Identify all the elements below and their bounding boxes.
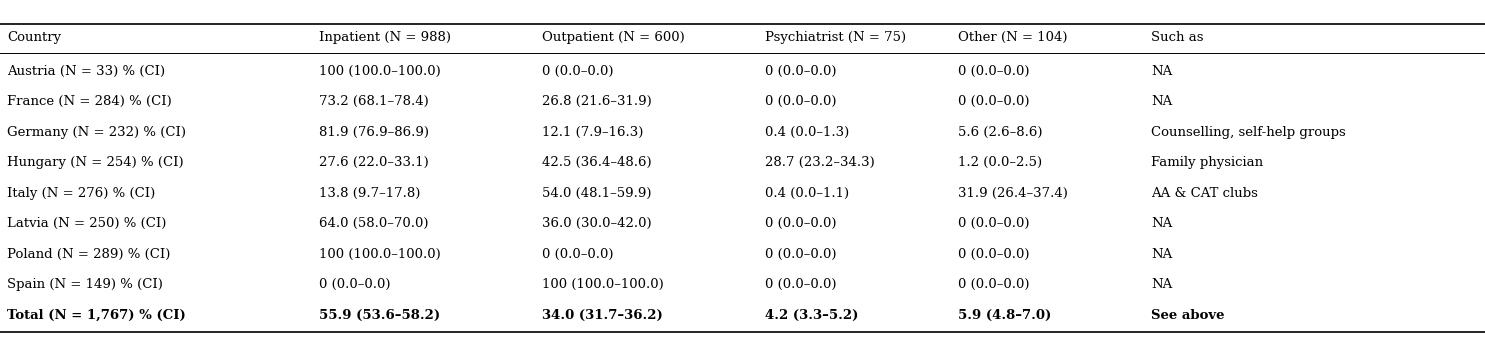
Text: Such as: Such as: [1151, 31, 1203, 44]
Text: NA: NA: [1151, 278, 1172, 291]
Text: 0 (0.0–0.0): 0 (0.0–0.0): [319, 278, 391, 291]
Text: 0 (0.0–0.0): 0 (0.0–0.0): [958, 247, 1029, 261]
Text: 27.6 (22.0–33.1): 27.6 (22.0–33.1): [319, 156, 429, 169]
Text: AA & CAT clubs: AA & CAT clubs: [1151, 186, 1258, 200]
Text: 26.8 (21.6–31.9): 26.8 (21.6–31.9): [542, 95, 652, 108]
Text: Poland (N = 289) % (CI): Poland (N = 289) % (CI): [7, 247, 171, 261]
Text: See above: See above: [1151, 308, 1224, 322]
Text: 31.9 (26.4–37.4): 31.9 (26.4–37.4): [958, 186, 1068, 200]
Text: 0 (0.0–0.0): 0 (0.0–0.0): [542, 247, 613, 261]
Text: 4.2 (3.3–5.2): 4.2 (3.3–5.2): [765, 308, 858, 322]
Text: 64.0 (58.0–70.0): 64.0 (58.0–70.0): [319, 217, 429, 230]
Text: Austria (N = 33) % (CI): Austria (N = 33) % (CI): [7, 64, 165, 78]
Text: 1.2 (0.0–2.5): 1.2 (0.0–2.5): [958, 156, 1042, 169]
Text: 12.1 (7.9–16.3): 12.1 (7.9–16.3): [542, 125, 643, 139]
Text: Latvia (N = 250) % (CI): Latvia (N = 250) % (CI): [7, 217, 166, 230]
Text: 0 (0.0–0.0): 0 (0.0–0.0): [765, 247, 836, 261]
Text: 0 (0.0–0.0): 0 (0.0–0.0): [958, 64, 1029, 78]
Text: 73.2 (68.1–78.4): 73.2 (68.1–78.4): [319, 95, 429, 108]
Text: 0 (0.0–0.0): 0 (0.0–0.0): [958, 95, 1029, 108]
Text: Family physician: Family physician: [1151, 156, 1264, 169]
Text: France (N = 284) % (CI): France (N = 284) % (CI): [7, 95, 172, 108]
Text: Spain (N = 149) % (CI): Spain (N = 149) % (CI): [7, 278, 163, 291]
Text: 5.9 (4.8–7.0): 5.9 (4.8–7.0): [958, 308, 1051, 322]
Text: Inpatient (N = 988): Inpatient (N = 988): [319, 31, 451, 44]
Text: 100 (100.0–100.0): 100 (100.0–100.0): [319, 64, 441, 78]
Text: 100 (100.0–100.0): 100 (100.0–100.0): [542, 278, 664, 291]
Text: 0.4 (0.0–1.1): 0.4 (0.0–1.1): [765, 186, 849, 200]
Text: 42.5 (36.4–48.6): 42.5 (36.4–48.6): [542, 156, 652, 169]
Text: 100 (100.0–100.0): 100 (100.0–100.0): [319, 247, 441, 261]
Text: Germany (N = 232) % (CI): Germany (N = 232) % (CI): [7, 125, 187, 139]
Text: 13.8 (9.7–17.8): 13.8 (9.7–17.8): [319, 186, 420, 200]
Text: NA: NA: [1151, 64, 1172, 78]
Text: 0 (0.0–0.0): 0 (0.0–0.0): [958, 217, 1029, 230]
Text: NA: NA: [1151, 217, 1172, 230]
Text: Outpatient (N = 600): Outpatient (N = 600): [542, 31, 685, 44]
Text: 0 (0.0–0.0): 0 (0.0–0.0): [765, 217, 836, 230]
Text: 0 (0.0–0.0): 0 (0.0–0.0): [765, 64, 836, 78]
Text: Other (N = 104): Other (N = 104): [958, 31, 1068, 44]
Text: Total (N = 1,767) % (CI): Total (N = 1,767) % (CI): [7, 308, 186, 322]
Text: 34.0 (31.7–36.2): 34.0 (31.7–36.2): [542, 308, 662, 322]
Text: 5.6 (2.6–8.6): 5.6 (2.6–8.6): [958, 125, 1042, 139]
Text: 0 (0.0–0.0): 0 (0.0–0.0): [542, 64, 613, 78]
Text: 55.9 (53.6–58.2): 55.9 (53.6–58.2): [319, 308, 441, 322]
Text: 36.0 (30.0–42.0): 36.0 (30.0–42.0): [542, 217, 652, 230]
Text: NA: NA: [1151, 95, 1172, 108]
Text: 54.0 (48.1–59.9): 54.0 (48.1–59.9): [542, 186, 652, 200]
Text: 28.7 (23.2–34.3): 28.7 (23.2–34.3): [765, 156, 875, 169]
Text: Counselling, self-help groups: Counselling, self-help groups: [1151, 125, 1345, 139]
Text: 0 (0.0–0.0): 0 (0.0–0.0): [958, 278, 1029, 291]
Text: 81.9 (76.9–86.9): 81.9 (76.9–86.9): [319, 125, 429, 139]
Text: 0 (0.0–0.0): 0 (0.0–0.0): [765, 278, 836, 291]
Text: 0.4 (0.0–1.3): 0.4 (0.0–1.3): [765, 125, 849, 139]
Text: Psychiatrist (N = 75): Psychiatrist (N = 75): [765, 31, 906, 44]
Text: Country: Country: [7, 31, 61, 44]
Text: Hungary (N = 254) % (CI): Hungary (N = 254) % (CI): [7, 156, 184, 169]
Text: 0 (0.0–0.0): 0 (0.0–0.0): [765, 95, 836, 108]
Text: NA: NA: [1151, 247, 1172, 261]
Text: Italy (N = 276) % (CI): Italy (N = 276) % (CI): [7, 186, 156, 200]
